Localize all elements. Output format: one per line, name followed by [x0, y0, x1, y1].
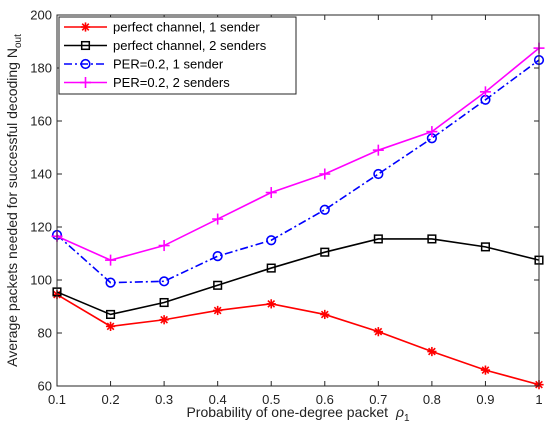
data-point	[373, 327, 383, 337]
plot-area	[51, 42, 545, 390]
data-point	[319, 204, 330, 215]
x-tick-label: 0.3	[155, 392, 173, 407]
data-point	[320, 309, 330, 320]
data-point	[373, 168, 384, 180]
x-tick-label: 0.1	[48, 392, 66, 407]
legend-label: perfect channel, 1 sender	[113, 20, 260, 35]
plot-frame	[56, 14, 540, 387]
data-point	[80, 22, 91, 32]
series-line	[56, 238, 540, 316]
y-tick-label: 140	[30, 167, 52, 182]
y-tick-label: 80	[38, 326, 52, 341]
data-point	[426, 126, 438, 138]
x-tick-label: 0.2	[102, 392, 120, 407]
series-line	[56, 59, 540, 284]
data-point	[105, 277, 116, 288]
y-axis-label: Average packets needed for successful de…	[4, 34, 24, 367]
x-tick-label: 0.8	[423, 392, 441, 407]
series-1	[52, 289, 544, 390]
x-axis-label: Probability of one-degree packet ρ1	[186, 404, 410, 424]
y-tick-label: 180	[30, 61, 52, 76]
series-2	[52, 234, 544, 319]
data-point	[372, 144, 384, 156]
data-point	[213, 305, 223, 316]
legend-label: PER=0.2, 1 sender	[113, 57, 224, 72]
data-point	[320, 247, 330, 257]
data-point	[266, 299, 276, 309]
legend-box	[58, 16, 297, 95]
data-point	[105, 321, 116, 331]
legend-entry: PER=0.2, 2 senders	[64, 75, 230, 90]
data-point	[427, 234, 437, 244]
data-point	[266, 263, 276, 273]
data-point	[427, 346, 437, 357]
data-point	[265, 187, 277, 199]
data-point	[480, 365, 491, 375]
legend-entry: perfect channel, 1 sender	[64, 20, 260, 35]
legend: perfect channel, 1 sender perfect channel…	[58, 16, 297, 95]
series-line	[56, 47, 540, 261]
y-tick-label: 100	[30, 273, 52, 288]
data-point	[80, 77, 91, 88]
data-point	[159, 315, 169, 325]
x-tick-label: 0.7	[369, 392, 387, 407]
data-point	[266, 235, 277, 246]
x-tick-label: 0.9	[476, 392, 494, 407]
data-point	[480, 242, 490, 252]
data-point	[373, 234, 383, 244]
y-tick-label: 160	[30, 114, 52, 129]
data-point	[212, 251, 223, 262]
data-point	[106, 309, 116, 319]
x-tick-label: 0.6	[316, 392, 334, 407]
y-tick-label: 200	[30, 8, 52, 23]
y-tick-label: 120	[30, 220, 52, 235]
x-tick-label: 1	[535, 392, 542, 407]
data-point	[105, 254, 117, 266]
data-point	[80, 40, 91, 51]
data-point	[159, 276, 170, 287]
data-point	[319, 168, 331, 180]
y-tick-label: 60	[38, 379, 52, 394]
legend-entry: perfect channel, 2 senders	[64, 38, 267, 53]
axes: 0.1 0.2 0.3 0.4 0.5 0.6 0.7 0.8 0.9 1608010012014…	[30, 8, 542, 408]
legend-entry: PER=0.2, 1 sender	[64, 57, 224, 72]
data-point	[159, 297, 169, 308]
data-point	[212, 213, 224, 225]
series-3	[51, 54, 545, 288]
series-line	[56, 293, 540, 386]
data-point	[80, 58, 91, 70]
data-point	[158, 240, 170, 252]
x-tick-label: 0.5	[262, 392, 280, 407]
data-point	[479, 86, 491, 98]
x-tick-label: 0.4	[209, 392, 227, 407]
legend-label: perfect channel, 2 senders	[113, 38, 267, 53]
legend-label: PER=0.2, 2 senders	[113, 75, 230, 90]
data-point	[213, 280, 223, 290]
